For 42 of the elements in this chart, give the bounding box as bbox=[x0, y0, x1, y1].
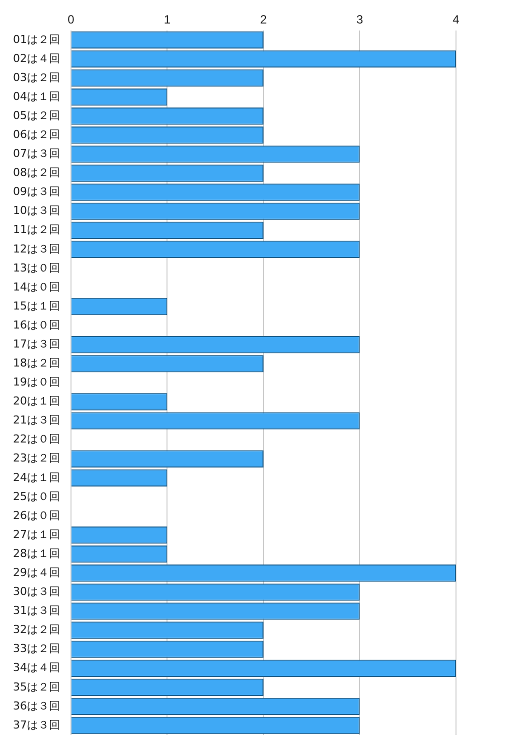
y-tick-label: 24は１回 bbox=[12, 470, 60, 484]
y-tick-label: 08は２回 bbox=[12, 166, 60, 180]
y-tick-label: 02は４回 bbox=[12, 52, 60, 65]
y-tick-label: 13は０回 bbox=[12, 261, 60, 274]
y-tick-label: 15は１回 bbox=[12, 299, 60, 312]
y-tick-label: 37は３回 bbox=[12, 718, 60, 732]
y-tick-label: 09は３回 bbox=[12, 185, 60, 198]
y-tick-label: 26は０回 bbox=[12, 508, 60, 522]
y-tick-label: 30は３回 bbox=[12, 585, 60, 598]
y-tick-label: 25は０回 bbox=[12, 490, 60, 503]
y-tick-label: 01は２回 bbox=[12, 32, 60, 46]
y-tick-label: 18は２回 bbox=[12, 356, 60, 370]
y-tick-label: 06は２回 bbox=[12, 128, 60, 141]
y-tick-label: 04は１回 bbox=[12, 90, 60, 103]
y-tick-label: 27は１回 bbox=[12, 528, 60, 541]
x-tick-label: 2 bbox=[260, 12, 268, 27]
y-tick-label: 19は０回 bbox=[12, 376, 60, 389]
x-tick-label: 1 bbox=[164, 12, 171, 27]
y-tick-label: 29は４回 bbox=[12, 566, 60, 579]
x-tick-label: 3 bbox=[356, 12, 364, 27]
y-tick-label: 32は２回 bbox=[12, 623, 60, 636]
y-tick-label: 05は２回 bbox=[12, 108, 60, 122]
y-tick-label: 03は２回 bbox=[12, 70, 60, 84]
y-tick-label: 34は４回 bbox=[12, 661, 60, 674]
y-tick-label: 14は０回 bbox=[12, 280, 60, 294]
y-tick-label: 21は３回 bbox=[12, 414, 60, 427]
y-tick-label: 22は０回 bbox=[12, 432, 60, 446]
y-tick-label: 23は２回 bbox=[12, 452, 60, 465]
y-tick-label: 10は３回 bbox=[12, 204, 60, 218]
y-tick-label: 28は１回 bbox=[12, 546, 60, 560]
x-tick-label: 0 bbox=[68, 12, 75, 27]
y-tick-label: 07は３回 bbox=[12, 147, 60, 160]
x-tick-label: 4 bbox=[452, 12, 460, 27]
y-tick-label: 35は２回 bbox=[12, 680, 60, 694]
y-tick-label: 11は２回 bbox=[12, 223, 60, 236]
y-tick-label: 36は３回 bbox=[12, 699, 60, 712]
y-tick-label: 33は２回 bbox=[12, 642, 60, 656]
y-tick-label: 20は１回 bbox=[12, 394, 60, 408]
y-tick-label: 12は３回 bbox=[12, 242, 60, 256]
y-tick-label: 16は０回 bbox=[12, 318, 60, 332]
y-tick-label: 17は３回 bbox=[12, 337, 60, 350]
y-tick-label: 31は３回 bbox=[12, 604, 60, 618]
